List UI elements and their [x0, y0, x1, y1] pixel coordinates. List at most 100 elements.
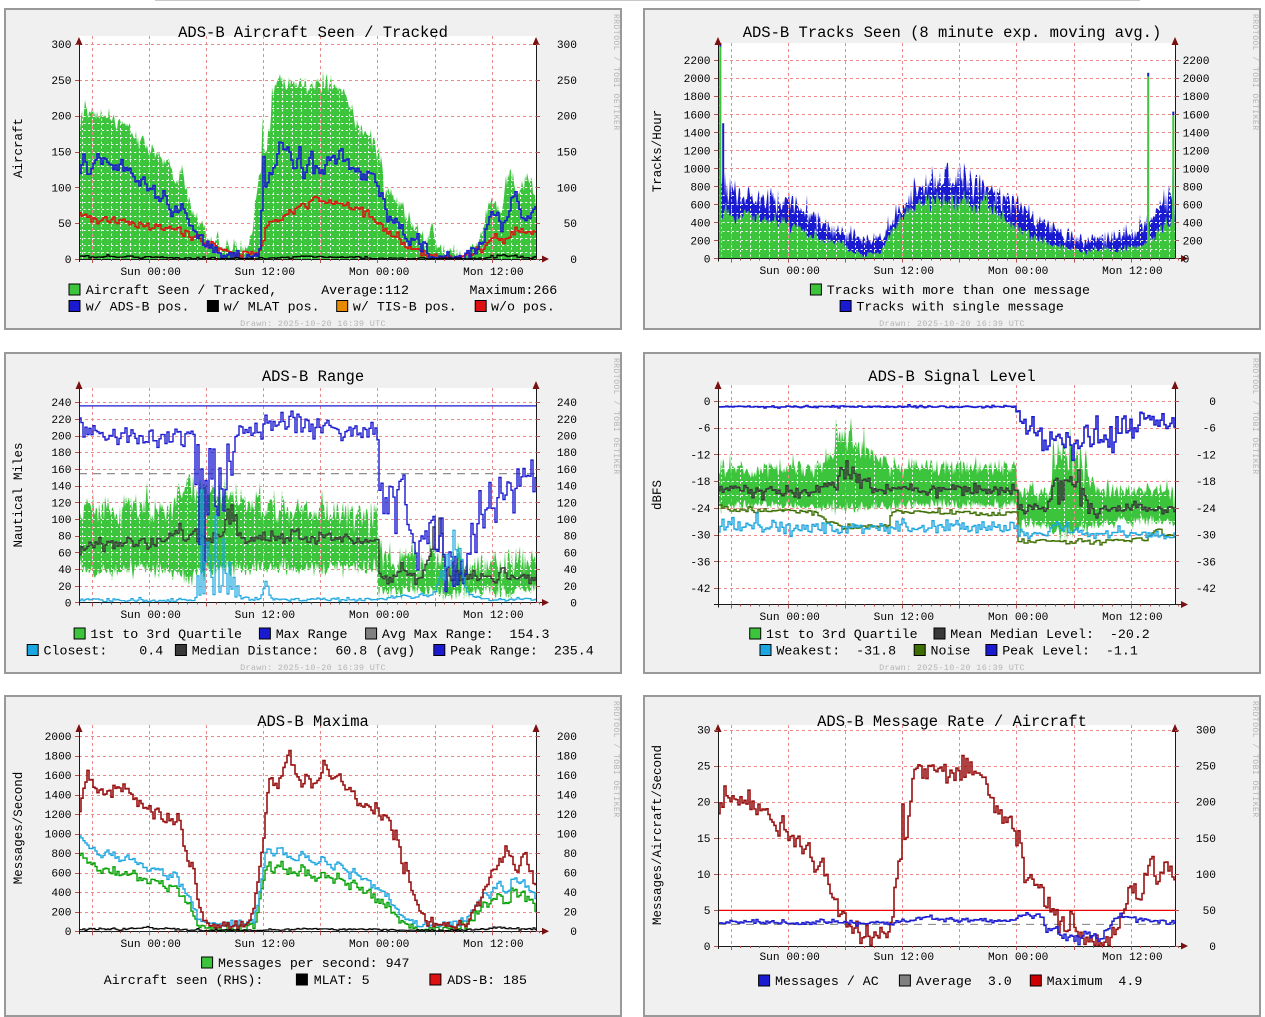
- svg-text:RRDTOOL / TOBI OETIKER: RRDTOOL / TOBI OETIKER: [1250, 701, 1259, 818]
- svg-text:Mon 12:00: Mon 12:00: [1102, 612, 1163, 624]
- svg-text:Average:112: Average:112: [321, 283, 409, 298]
- svg-text:Drawn: 2025-10-20 16:39 UTC: Drawn: 2025-10-20 16:39 UTC: [240, 663, 386, 672]
- svg-text:600: 600: [1183, 200, 1203, 212]
- svg-text:Sun 00:00: Sun 00:00: [120, 267, 181, 279]
- svg-text:1800: 1800: [1183, 92, 1210, 104]
- svg-text:240: 240: [51, 398, 71, 410]
- svg-text:Aircraft: Aircraft: [12, 118, 26, 178]
- svg-text:200: 200: [51, 112, 71, 124]
- svg-text:-30: -30: [1196, 531, 1216, 543]
- svg-text:50: 50: [1203, 906, 1217, 918]
- svg-text:Mon 00:00: Mon 00:00: [988, 612, 1049, 624]
- svg-text:Mon 12:00: Mon 12:00: [463, 610, 524, 622]
- svg-text:Mon 12:00: Mon 12:00: [463, 939, 524, 951]
- svg-text:800: 800: [690, 182, 710, 194]
- svg-text:-30: -30: [690, 531, 710, 543]
- svg-text:220: 220: [51, 415, 71, 427]
- svg-text:50: 50: [564, 219, 578, 231]
- svg-text:400: 400: [51, 888, 71, 900]
- svg-text:1400: 1400: [684, 128, 711, 140]
- svg-text:Sun 00:00: Sun 00:00: [120, 939, 181, 951]
- svg-text:ADS-B Maxima: ADS-B Maxima: [257, 713, 369, 731]
- svg-text:Aircraft Seen / Tracked,: Aircraft Seen / Tracked,: [86, 283, 278, 298]
- svg-text:1200: 1200: [45, 810, 72, 822]
- svg-text:40: 40: [58, 565, 72, 577]
- svg-text:200: 200: [1196, 798, 1216, 810]
- svg-text:2000: 2000: [684, 74, 711, 86]
- svg-text:200: 200: [557, 112, 577, 124]
- svg-text:400: 400: [690, 218, 710, 230]
- svg-text:ADS-B Message Rate / Aircraft: ADS-B Message Rate / Aircraft: [817, 713, 1087, 731]
- svg-text:-36: -36: [690, 558, 710, 570]
- svg-text:Sun 00:00: Sun 00:00: [759, 266, 820, 278]
- svg-text:-36: -36: [1196, 558, 1216, 570]
- svg-text:160: 160: [557, 465, 577, 477]
- svg-text:1st to 3rd Quartile: 1st to 3rd Quartile: [90, 627, 242, 642]
- svg-text:150: 150: [51, 148, 71, 160]
- svg-text:RRDTOOL / TOBI OETIKER: RRDTOOL / TOBI OETIKER: [1250, 358, 1259, 475]
- svg-text:RRDTOOL / TOBI OETIKER: RRDTOOL / TOBI OETIKER: [1250, 14, 1259, 131]
- svg-text:100: 100: [557, 515, 577, 527]
- svg-text:-12: -12: [1196, 450, 1216, 462]
- svg-text:Closest: 0.4: Closest: 0.4: [44, 644, 164, 659]
- svg-text:180: 180: [51, 448, 71, 460]
- svg-text:140: 140: [51, 482, 71, 494]
- svg-text:1000: 1000: [1183, 164, 1210, 176]
- svg-text:Peak Level: -1.1: Peak Level: -1.1: [1002, 644, 1138, 659]
- svg-text:ADS-B Aircraft Seen / Tracked: ADS-B Aircraft Seen / Tracked: [178, 24, 448, 42]
- svg-text:40: 40: [564, 565, 578, 577]
- svg-text:20: 20: [58, 582, 72, 594]
- svg-text:1600: 1600: [45, 771, 72, 783]
- svg-text:200: 200: [1183, 237, 1203, 249]
- svg-text:Drawn: 2025-10-20 16:39 UTC: Drawn: 2025-10-20 16:39 UTC: [879, 319, 1025, 328]
- svg-text:80: 80: [58, 532, 72, 544]
- svg-text:250: 250: [1196, 762, 1216, 774]
- svg-text:ADS-B Signal Level: ADS-B Signal Level: [868, 368, 1035, 386]
- svg-text:dBFS: dBFS: [651, 480, 665, 510]
- svg-text:0: 0: [1183, 255, 1190, 267]
- svg-text:200: 200: [51, 908, 71, 920]
- svg-text:0: 0: [65, 255, 72, 267]
- svg-text:Sun 12:00: Sun 12:00: [874, 266, 935, 278]
- svg-text:250: 250: [557, 76, 577, 88]
- svg-text:60: 60: [564, 869, 578, 881]
- svg-text:Messages / AC: Messages / AC: [775, 974, 879, 989]
- svg-text:140: 140: [557, 791, 577, 803]
- svg-text:-42: -42: [690, 584, 710, 596]
- svg-text:Messages/Second: Messages/Second: [12, 772, 26, 885]
- svg-text:300: 300: [51, 40, 71, 52]
- svg-text:5: 5: [704, 906, 711, 918]
- svg-text:1st to 3rd Quartile: 1st to 3rd Quartile: [766, 627, 918, 642]
- svg-text:Mean Median Level: -20.2: Mean Median Level: -20.2: [950, 627, 1150, 642]
- svg-text:2000: 2000: [45, 732, 72, 744]
- svg-text:100: 100: [1196, 870, 1216, 882]
- svg-text:1600: 1600: [1183, 110, 1210, 122]
- svg-text:Average 3.0: Average 3.0: [916, 974, 1012, 989]
- svg-text:1600: 1600: [684, 110, 711, 122]
- svg-text:300: 300: [557, 40, 577, 52]
- svg-text:Sun 12:00: Sun 12:00: [874, 952, 935, 964]
- svg-text:0: 0: [570, 255, 577, 267]
- svg-text:Max Range: Max Range: [276, 627, 348, 642]
- svg-text:140: 140: [557, 482, 577, 494]
- svg-text:Sun 00:00: Sun 00:00: [759, 612, 820, 624]
- svg-text:0: 0: [704, 255, 711, 267]
- svg-text:Messages/Aircraft/Second: Messages/Aircraft/Second: [651, 745, 665, 925]
- svg-text:300: 300: [1196, 726, 1216, 738]
- svg-text:w/ MLAT pos.: w/ MLAT pos.: [224, 300, 320, 315]
- svg-text:Weakest: -31.8: Weakest: -31.8: [776, 644, 896, 659]
- svg-text:Mon 12:00: Mon 12:00: [463, 267, 524, 279]
- svg-text:RRDTOOL / TOBI OETIKER: RRDTOOL / TOBI OETIKER: [611, 358, 620, 475]
- svg-text:60: 60: [58, 548, 72, 560]
- svg-text:Mon 12:00: Mon 12:00: [1102, 952, 1163, 964]
- svg-text:-24: -24: [690, 504, 710, 516]
- svg-text:20: 20: [564, 582, 578, 594]
- svg-text:1200: 1200: [684, 146, 711, 158]
- svg-text:2000: 2000: [1183, 74, 1210, 86]
- svg-text:w/ ADS-B pos.: w/ ADS-B pos.: [86, 300, 190, 315]
- svg-text:1000: 1000: [684, 164, 711, 176]
- svg-text:Sun 00:00: Sun 00:00: [120, 610, 181, 622]
- svg-text:50: 50: [58, 219, 72, 231]
- svg-text:160: 160: [557, 771, 577, 783]
- svg-text:100: 100: [51, 183, 71, 195]
